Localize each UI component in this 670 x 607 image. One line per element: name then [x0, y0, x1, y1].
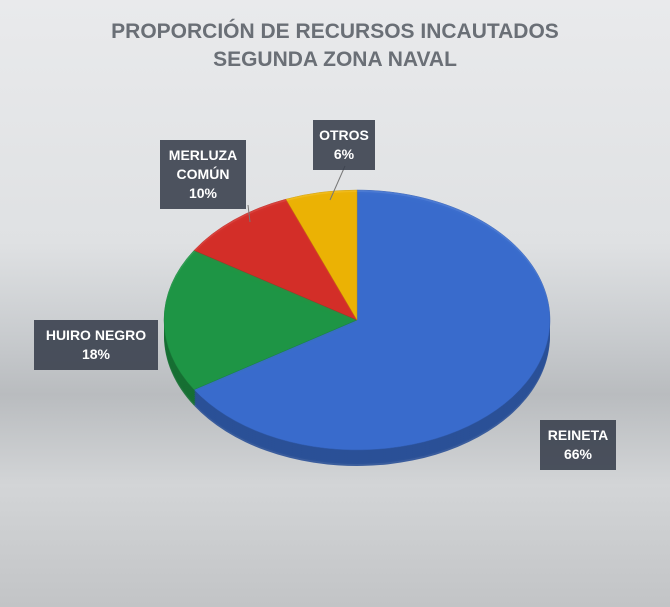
category-name: HUIRO NEGRO	[45, 327, 147, 343]
category-name: MERLUZA COMÚN	[168, 147, 238, 182]
slice	[193, 198, 358, 321]
leader-line	[247, 204, 251, 223]
slice	[285, 189, 358, 321]
slice-label: MERLUZA COMÚN 10%	[160, 140, 246, 209]
slice-label: HUIRO NEGRO 18%	[34, 320, 158, 370]
value-label: 18%	[81, 346, 111, 362]
slice	[193, 189, 551, 451]
chart-subtitle: SEGUNDA ZONA NAVAL	[213, 48, 457, 71]
value-label: 10%	[188, 185, 218, 201]
slice	[163, 250, 358, 390]
chart-title: PROPORCIÓN DE RECURSOS INCAUTADOS	[111, 20, 559, 43]
slice-label: REINETA 66%	[540, 420, 616, 470]
category-name: REINETA	[547, 427, 609, 443]
leader-line	[329, 165, 346, 201]
slice-label: OTROS 6%	[313, 120, 375, 170]
value-label: 66%	[563, 446, 593, 462]
category-name: OTROS	[319, 127, 369, 143]
value-label: 6%	[333, 146, 355, 162]
